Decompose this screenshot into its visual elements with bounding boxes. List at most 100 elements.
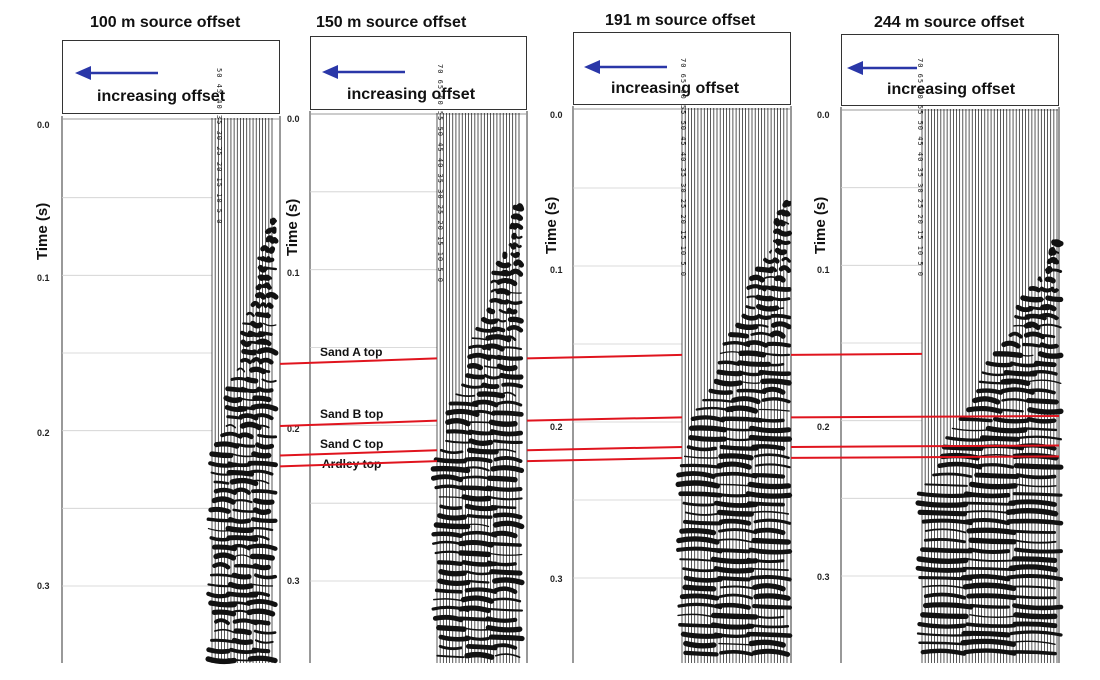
reflection-wiggle [1011, 556, 1058, 564]
reflection-wiggle [440, 448, 464, 455]
reflection-wiggle [963, 491, 1011, 499]
reflection-wiggle [717, 575, 751, 582]
reflection-wiggle [229, 477, 259, 487]
reflection-wiggle [778, 219, 786, 227]
horizon-line-1 [279, 357, 438, 365]
reflection-wiggle [464, 587, 498, 594]
reflection-wiggle [238, 432, 254, 440]
reflection-wiggle [209, 573, 236, 578]
reflection-wiggle [513, 234, 523, 239]
reflection-wiggle [1028, 286, 1041, 293]
reflection-wiggle [682, 501, 715, 507]
reflection-wiggle [715, 538, 753, 543]
reflection-wiggle [250, 403, 279, 412]
reflection-wiggle [716, 369, 744, 377]
reflection-wiggle [716, 461, 752, 470]
reflection-wiggle [1051, 239, 1063, 246]
reflection-wiggle [253, 498, 275, 505]
reflection-wiggle [495, 260, 511, 269]
reflection-wiggle [966, 527, 1017, 536]
reflection-wiggle [1033, 360, 1057, 368]
reflection-wiggle [1000, 378, 1031, 387]
reflection-wiggle [465, 523, 490, 528]
reflection-wiggle [686, 445, 717, 452]
reflection-wiggle [464, 457, 493, 464]
reflection-wiggle [748, 639, 786, 648]
reflection-wiggle [485, 625, 523, 633]
reflection-wiggle [717, 360, 741, 366]
reflection-wiggle [509, 268, 524, 277]
reflection-wiggle [249, 619, 271, 626]
reflection-wiggle [963, 517, 1011, 526]
horizon-line-4 [790, 455, 1060, 459]
reflection-wiggle [976, 463, 1015, 469]
reflection-wiggle [781, 256, 791, 263]
reflection-wiggle [267, 227, 276, 234]
reflection-wiggle [438, 568, 467, 577]
horizon-line-1 [526, 353, 683, 360]
reflection-wiggle [250, 320, 263, 329]
reflection-wiggle [769, 305, 784, 310]
reflection-wiggle [966, 406, 1003, 414]
reflection-wiggle [252, 395, 272, 403]
reflection-wiggle [257, 433, 278, 439]
reflection-wiggle [749, 614, 785, 619]
reflection-wiggle [458, 539, 494, 548]
reflection-wiggle [763, 257, 775, 264]
reflection-wiggle [1006, 573, 1064, 582]
reflection-wiggle [251, 357, 263, 365]
reflection-wiggle [1026, 397, 1059, 405]
reflection-wiggle [739, 380, 761, 384]
reflection-wiggle [752, 604, 793, 610]
reflection-wiggle [464, 503, 498, 512]
reflection-wiggle [515, 243, 522, 249]
reflection-wiggle [506, 325, 524, 333]
reflection-wiggle [493, 586, 518, 595]
reflection-wiggle [501, 391, 516, 397]
reflection-wiggle [917, 622, 967, 629]
reflection-wiggle [497, 298, 509, 305]
reflection-wiggle [465, 643, 498, 651]
reflection-wiggle [710, 612, 759, 620]
reflection-wiggle [247, 460, 278, 468]
reflection-wiggle [1015, 473, 1057, 480]
reflection-wiggle [245, 311, 255, 317]
reflection-wiggle [225, 424, 237, 429]
reflection-wiggle [488, 541, 522, 547]
reflection-wiggle [1044, 276, 1056, 284]
reflection-wiggle [769, 285, 792, 292]
reflection-wiggle [266, 256, 272, 263]
reflection-wiggle [471, 337, 488, 341]
reflection-wiggle [749, 575, 792, 582]
reflection-wiggle [1012, 621, 1058, 629]
reflection-wiggle [1008, 564, 1058, 573]
reflection-wiggle [261, 378, 277, 383]
reflection-wiggle [234, 563, 258, 570]
reflection-wiggle [759, 361, 785, 367]
reflection-wiggle [1045, 265, 1053, 275]
reflection-wiggle [761, 386, 786, 395]
reflection-wiggle [718, 593, 754, 600]
reflection-wiggle [736, 388, 767, 395]
reflection-wiggle [213, 480, 230, 485]
reflection-wiggle [485, 334, 512, 343]
reflection-wiggle [430, 465, 471, 474]
reflection-wiggle [777, 239, 791, 245]
reflection-wiggle [976, 388, 1004, 395]
reflection-wiggle [719, 650, 754, 657]
reflection-wiggle [968, 537, 1017, 545]
reflection-wiggle [769, 330, 786, 339]
reflection-wiggle [751, 472, 786, 479]
reflection-wiggle [992, 416, 1030, 424]
reflection-wiggle [490, 504, 517, 510]
reflection-wiggle [1027, 379, 1062, 384]
reflection-wiggle [233, 628, 252, 636]
reflection-wiggle [481, 343, 505, 352]
reflection-wiggle [1037, 312, 1059, 321]
reflection-wiggle [206, 647, 231, 655]
reflection-wiggle [1045, 295, 1064, 303]
reflection-wiggle [713, 632, 751, 639]
reflection-wiggle [748, 274, 765, 283]
panel-3-arrow-head-icon [584, 60, 600, 74]
